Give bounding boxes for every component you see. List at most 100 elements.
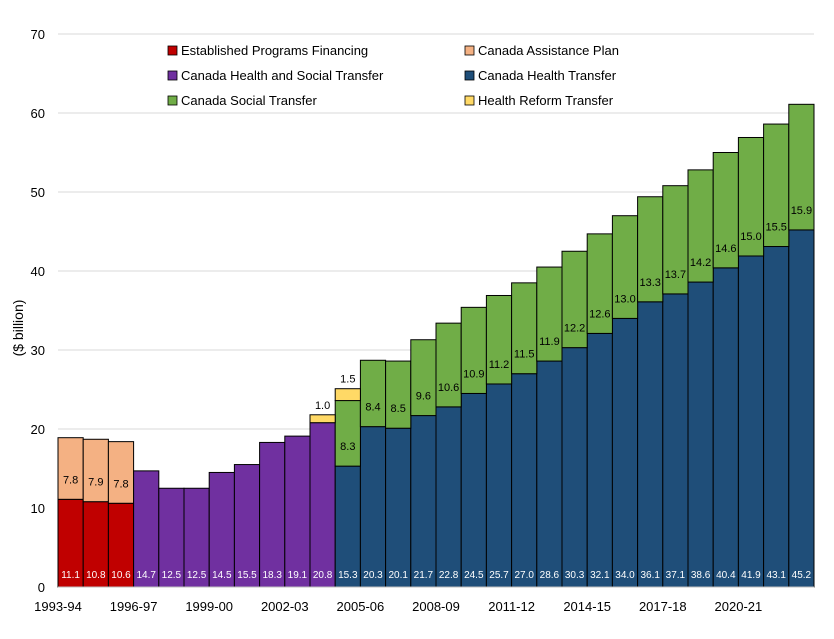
data-label: 24.5 xyxy=(464,570,484,581)
data-label: 10.6 xyxy=(111,570,131,581)
bar-segment xyxy=(410,339,437,417)
data-label: 15.5 xyxy=(765,222,786,234)
bar-segment xyxy=(712,267,739,588)
bar-segment xyxy=(284,435,311,588)
data-label: 40.4 xyxy=(716,570,736,581)
y-tick-label: 20 xyxy=(31,422,45,437)
x-tick-label: 2005-06 xyxy=(337,599,385,614)
data-label: 11.1 xyxy=(61,570,80,581)
bar-segment xyxy=(460,392,487,588)
legend-swatch xyxy=(167,70,178,81)
legend-label: Established Programs Financing xyxy=(181,43,368,58)
bar-segment xyxy=(309,422,336,588)
data-label: 10.8 xyxy=(86,570,106,581)
bars xyxy=(57,103,815,588)
bar-segment xyxy=(561,347,588,588)
data-label: 14.7 xyxy=(136,570,156,581)
y-tick-label: 0 xyxy=(38,580,45,595)
x-tick-label: 1999-00 xyxy=(185,599,233,614)
y-tick-label: 10 xyxy=(31,501,45,516)
y-tick-label: 30 xyxy=(31,343,45,358)
data-label: 28.6 xyxy=(540,570,560,581)
legend-label: Canada Health Transfer xyxy=(478,68,617,83)
data-label: 20.3 xyxy=(363,570,383,581)
legend-swatch xyxy=(464,95,475,106)
x-tick-label: 2014-15 xyxy=(563,599,611,614)
data-label: 38.6 xyxy=(691,570,711,581)
legend-swatch xyxy=(167,95,178,106)
data-label: 1.0 xyxy=(315,400,330,412)
data-label: 36.1 xyxy=(640,570,660,581)
data-label: 14.5 xyxy=(212,570,232,581)
data-label: 12.2 xyxy=(564,323,585,335)
bar-segment xyxy=(788,103,815,231)
bar-segment xyxy=(133,470,160,588)
bar-segment xyxy=(435,406,462,588)
bar-segment xyxy=(334,465,361,588)
legend-label: Canada Social Transfer xyxy=(181,93,318,108)
data-label: 7.8 xyxy=(63,474,78,486)
data-label: 12.6 xyxy=(589,308,610,320)
axes: 0 10 20 30 40 50 60 70 1993-94 1996-97 1999-00 2002… xyxy=(31,27,814,614)
legend-swatch xyxy=(167,45,178,56)
bar-segment xyxy=(536,360,563,588)
bar-segment xyxy=(385,427,412,588)
bar-segment xyxy=(334,400,361,467)
bar-segment xyxy=(485,383,513,588)
bar-segment xyxy=(57,437,84,500)
bar-segment xyxy=(309,414,336,424)
data-label: 41.9 xyxy=(741,570,761,581)
data-label: 13.0 xyxy=(614,293,635,305)
data-label: 14.2 xyxy=(690,257,711,269)
data-labels: 11.1 10.8 10.6 7.8 7.9 7.8 14.7 12.5 12.5 14.5 15.… xyxy=(61,205,812,581)
legend-label: Health Reform Transfer xyxy=(478,93,614,108)
bar-segment xyxy=(687,281,714,588)
data-label: 8.3 xyxy=(340,441,355,453)
y-tick-label: 40 xyxy=(31,264,45,279)
data-label: 15.0 xyxy=(740,231,761,243)
bar-segment xyxy=(107,502,135,588)
legend: Established Programs Financing Canada Ass… xyxy=(167,43,619,108)
bar-segment xyxy=(712,152,739,269)
data-label: 20.8 xyxy=(313,570,333,581)
legend-label: Canada Health and Social Transfer xyxy=(181,68,384,83)
data-label: 1.5 xyxy=(340,374,355,386)
data-label: 43.1 xyxy=(766,570,786,581)
data-label: 21.7 xyxy=(414,570,434,581)
data-label: 34.0 xyxy=(615,570,635,581)
data-label: 25.7 xyxy=(489,570,509,581)
bar-segment xyxy=(511,373,538,588)
x-tick-label: 2008-09 xyxy=(412,599,460,614)
bar-segment xyxy=(359,426,387,588)
bar-segment xyxy=(233,464,261,588)
bar-segment xyxy=(259,441,286,588)
data-label: 15.9 xyxy=(791,205,812,217)
data-label: 8.5 xyxy=(391,403,406,415)
bar-segment xyxy=(183,487,210,588)
bar-segment xyxy=(460,306,487,394)
data-label: 15.5 xyxy=(237,570,257,581)
bar-segment xyxy=(637,196,664,303)
bar-segment xyxy=(763,123,790,248)
legend-label: Canada Assistance Plan xyxy=(478,43,619,58)
y-tick-label: 70 xyxy=(31,27,45,42)
data-label: 27.0 xyxy=(514,570,534,581)
data-label: 19.1 xyxy=(288,570,308,581)
bar-segment xyxy=(586,332,613,588)
x-tick-label: 2020-21 xyxy=(715,599,763,614)
data-label: 9.6 xyxy=(416,391,431,403)
bar-segment xyxy=(107,441,135,504)
bar-segment xyxy=(687,169,714,283)
data-label: 11.9 xyxy=(539,336,560,348)
data-label: 15.3 xyxy=(338,570,358,581)
bar-segment xyxy=(158,487,185,588)
bar-segment xyxy=(561,250,588,349)
data-label: 14.6 xyxy=(715,243,736,255)
bar-segment xyxy=(385,360,412,429)
legend-swatch xyxy=(464,45,475,56)
data-label: 22.8 xyxy=(439,570,459,581)
bar-segment xyxy=(763,246,790,588)
data-label: 7.9 xyxy=(88,477,103,489)
bar-segment xyxy=(737,255,765,588)
